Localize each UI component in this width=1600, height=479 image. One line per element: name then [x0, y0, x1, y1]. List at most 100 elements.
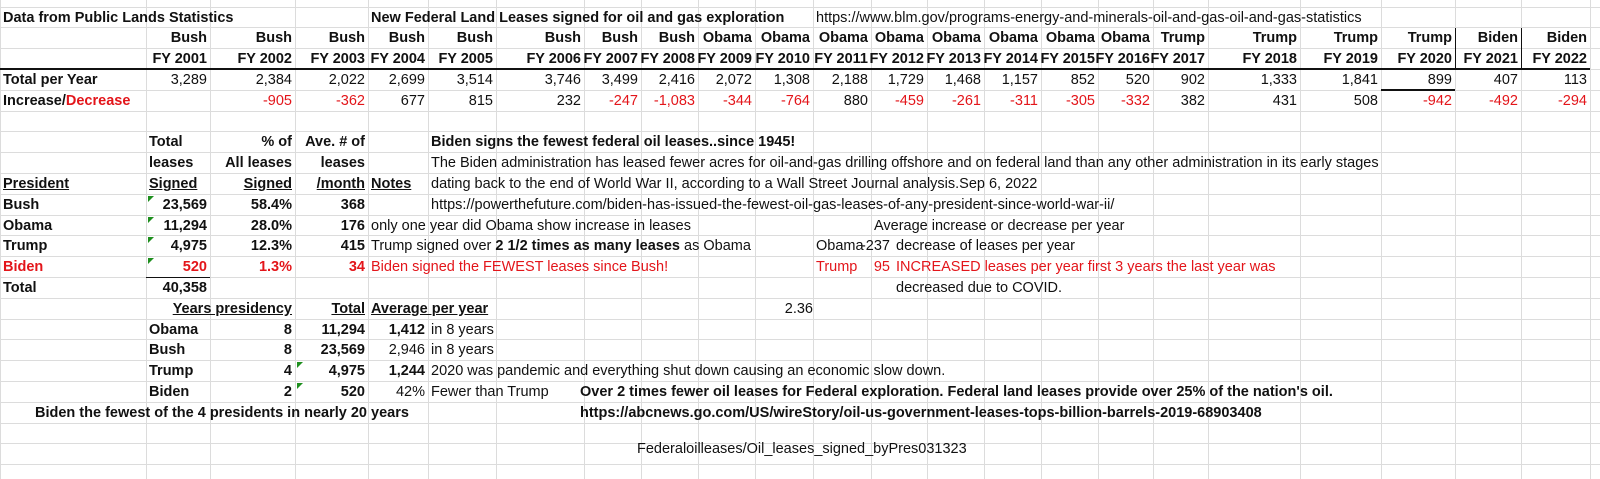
increase-decrease[interactable]: -764 [780, 92, 810, 109]
total-per-year[interactable]: 3,514 [456, 72, 493, 88]
source-label[interactable]: Data from Public Lands Statistics [3, 9, 234, 26]
years-presidency-header[interactable]: Years presidency [172, 300, 292, 317]
total-label[interactable]: Total [3, 280, 37, 296]
fiscal-year-header[interactable]: FY 2001 [152, 51, 207, 68]
president-header[interactable]: Bush [658, 30, 695, 47]
fiscal-year-header[interactable]: FY 2014 [983, 51, 1038, 68]
fiscal-year-header[interactable]: FY 2008 [640, 51, 695, 68]
total-per-year[interactable]: 2,022 [328, 72, 365, 88]
avg-per-month[interactable]: 34 [348, 259, 365, 276]
president-name[interactable]: Trump [3, 238, 48, 255]
pct-leases[interactable]: 28.0% [250, 217, 292, 234]
presidency-name[interactable]: Biden [149, 384, 190, 400]
president-header[interactable]: Trump [1407, 30, 1452, 47]
presidency-name[interactable]: Obama [149, 321, 199, 338]
presidency-total-header[interactable]: Total [331, 300, 365, 317]
increase-decrease[interactable]: -294 [1557, 92, 1587, 109]
increase-decrease[interactable]: -459 [894, 92, 924, 109]
president-header[interactable]: Obama [874, 30, 924, 47]
total-per-year[interactable]: 2,416 [658, 72, 695, 88]
avg-per-month[interactable]: 415 [340, 238, 365, 255]
total-per-year[interactable]: 407 [1493, 72, 1518, 88]
president-header[interactable]: Bush [388, 30, 425, 47]
increase-decrease[interactable]: -247 [608, 92, 638, 109]
fiscal-year-header[interactable]: FY 2019 [1323, 51, 1378, 68]
total-per-year[interactable]: 1,468 [944, 72, 981, 88]
article-text[interactable]: The Biden administration has leased fewe… [431, 155, 1379, 172]
avg-change-text[interactable]: INCREASED leases per year first 3 years … [896, 259, 1276, 276]
total-per-year[interactable]: 2,072 [715, 72, 752, 88]
increase-decrease[interactable]: -311 [1010, 92, 1038, 109]
total-per-year[interactable]: 1,333 [1260, 72, 1297, 88]
pct-header[interactable]: Signed [243, 176, 292, 192]
fiscal-year-header[interactable]: FY 2010 [755, 51, 810, 68]
presidency-total[interactable]: 11,294 [321, 321, 365, 338]
fiscal-year-header[interactable]: FY 2009 [697, 51, 752, 68]
total-leases-header[interactable]: leases [149, 155, 194, 172]
sheet-title[interactable]: New Federal Land Leases signed for oil a… [371, 9, 785, 26]
fiscal-year-header[interactable]: FY 2021 [1463, 51, 1518, 68]
pct-leases[interactable]: 12.3% [250, 238, 292, 255]
fiscal-year-header[interactable]: FY 2005 [438, 51, 493, 68]
increase-decrease[interactable]: 508 [1353, 92, 1378, 109]
avg-change-value[interactable]: -237 [860, 238, 890, 255]
article-headline[interactable]: Biden signs the fewest federal oil lease… [431, 134, 796, 151]
president-name[interactable]: Biden [3, 259, 44, 276]
fiscal-year-header[interactable]: FY 2020 [1397, 51, 1452, 68]
total-per-year[interactable]: 852 [1070, 72, 1095, 88]
increase-decrease[interactable]: -942 [1422, 92, 1452, 109]
total-leases-header[interactable]: Total [149, 134, 183, 151]
presidency-years[interactable]: 8 [283, 321, 292, 338]
total-per-year[interactable]: 2,699 [388, 72, 425, 88]
fiscal-year-header[interactable]: FY 2007 [583, 51, 638, 68]
president-header[interactable]: Obama [931, 30, 981, 47]
avg-month-header[interactable]: leases [320, 155, 365, 172]
fewest-statement[interactable]: Biden the fewest of the 4 presidents in … [35, 404, 409, 421]
row-label-total[interactable]: Total per Year [3, 72, 98, 88]
president-header[interactable]: Bush [456, 30, 493, 47]
fiscal-year-header[interactable]: FY 2002 [237, 51, 292, 68]
presidency-note[interactable]: Fewer than Trump [431, 384, 549, 400]
president-header[interactable]: Biden [1477, 30, 1518, 47]
president-header[interactable]: Trump [1333, 30, 1378, 47]
avg-month-header[interactable]: /month [316, 176, 365, 192]
increase-decrease[interactable]: -344 [722, 92, 752, 109]
increase-decrease[interactable]: 677 [400, 92, 425, 109]
presidency-name[interactable]: Bush [149, 342, 186, 359]
total-per-year[interactable]: 1,841 [1341, 72, 1378, 88]
total-per-year[interactable]: 3,499 [601, 72, 638, 88]
pct-header[interactable]: All leases [225, 155, 292, 172]
president-header[interactable]: Trump [1160, 30, 1205, 47]
presidency-average[interactable]: 42% [395, 384, 425, 400]
president-header[interactable]: Obama [702, 30, 752, 47]
total-per-year[interactable]: 1,157 [1001, 72, 1038, 88]
total-leases[interactable]: 11,294 [163, 217, 207, 234]
total-per-year[interactable]: 902 [1180, 72, 1205, 88]
president-column-header[interactable]: President [3, 176, 70, 192]
avg-change-name[interactable]: Obama [816, 238, 864, 255]
total-per-year[interactable]: 2,384 [255, 72, 292, 88]
avg-change-continuation[interactable]: decreased due to COVID. [896, 280, 1063, 296]
avg-per-month[interactable]: 176 [340, 217, 365, 234]
total-per-year[interactable]: 2,188 [831, 72, 868, 88]
presidency-average[interactable]: 1,244 [388, 363, 425, 380]
president-header[interactable]: Obama [818, 30, 868, 47]
fiscal-year-header[interactable]: FY 2013 [926, 51, 981, 68]
total-per-year[interactable]: 1,308 [773, 72, 810, 88]
filename[interactable]: Federaloilleases/Oil_leases_signed_byPre… [637, 441, 967, 458]
increase-decrease[interactable]: 382 [1180, 92, 1205, 109]
source-url[interactable]: https://www.blm.gov/programs-energy-and-… [816, 9, 1362, 26]
fiscal-year-header[interactable]: FY 2022 [1532, 51, 1587, 68]
president-header[interactable]: Bush [170, 30, 207, 47]
presidency-note[interactable]: 2020 was pandemic and everything shut do… [431, 363, 946, 380]
president-header[interactable]: Obama [988, 30, 1038, 47]
total-per-year[interactable]: 1,729 [887, 72, 924, 88]
total-per-year[interactable]: 3,289 [170, 72, 207, 88]
president-header[interactable]: Obama [760, 30, 810, 47]
oil-statement[interactable]: Over 2 times fewer oil leases for Federa… [580, 384, 1333, 400]
fiscal-year-header[interactable]: FY 2012 [869, 51, 924, 68]
avg-change-name[interactable]: Trump [816, 259, 858, 276]
increase-decrease[interactable]: -1,083 [653, 92, 695, 109]
increase-decrease[interactable]: -492 [1488, 92, 1518, 109]
